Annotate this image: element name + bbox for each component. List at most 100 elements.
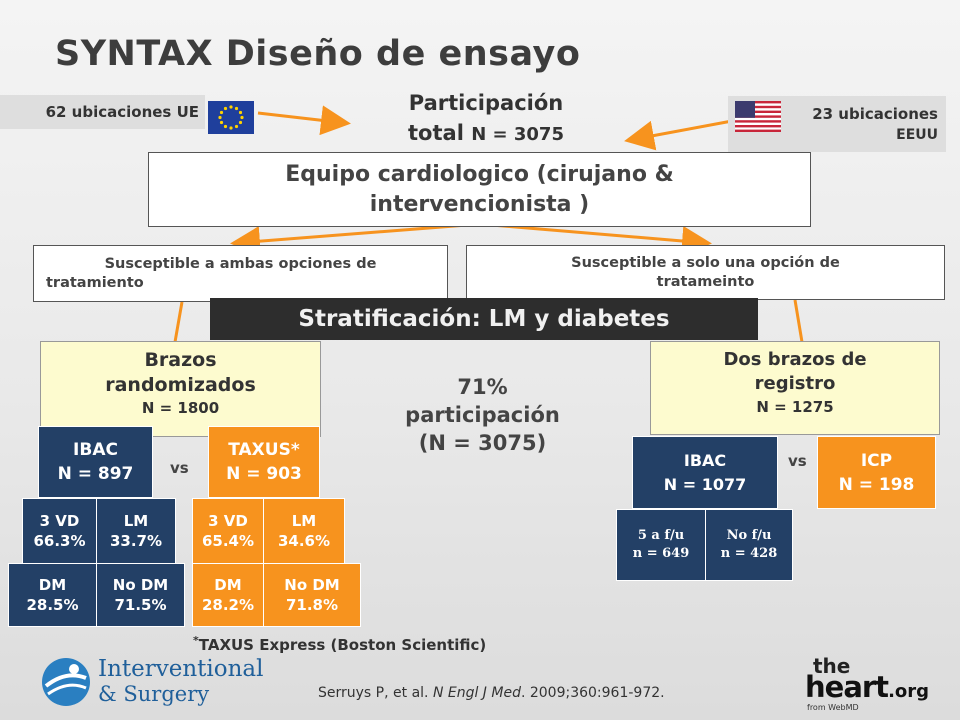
ibac-registry-box: IBAC N = 1077 xyxy=(632,436,778,509)
one-option-box: Susceptible a solo una opción de tratame… xyxy=(466,245,945,300)
us-arrow xyxy=(624,119,733,151)
us-sites-line2: EEUU xyxy=(896,127,938,143)
followup-none-label: No f/u xyxy=(726,528,772,543)
logo-from: from WebMD xyxy=(807,703,859,712)
taxus-nodm-box: No DM 71.8% xyxy=(263,563,361,627)
interventional-surgery-logo: Interventional & Surgery xyxy=(40,654,320,710)
ibac-nodm-pct: 71.5% xyxy=(114,596,167,614)
taxus-n: N = 903 xyxy=(226,464,302,484)
citation-authors: Serruys P, et al. xyxy=(318,685,433,701)
heart-team-box: Equipo cardiologico (cirujano & interven… xyxy=(148,152,811,227)
both-options-line2: tratamiento xyxy=(46,274,144,291)
participation-71-line2: participación xyxy=(405,403,560,427)
followup-5yr-box: 5 a f/u n = 649 xyxy=(616,509,706,581)
logo-heart-text: heart xyxy=(805,670,889,704)
participation-total: total xyxy=(408,121,464,145)
citation-details: . 2009;360:961-972. xyxy=(520,685,665,701)
page-title: SYNTAX Diseño de ensayo xyxy=(55,34,581,74)
taxus-dm-pct: 28.2% xyxy=(201,596,255,614)
us-flag-icon xyxy=(735,101,781,132)
taxus-3vd-box: 3 VD 65.4% xyxy=(192,498,264,564)
followup-none-n: n = 428 xyxy=(720,546,778,561)
registry-line2: registro xyxy=(754,373,836,394)
team-line2: intervencionista ) xyxy=(369,191,590,217)
participation-n: N = 3075 xyxy=(471,124,564,145)
taxus-lm-label: LM xyxy=(291,512,317,530)
left-branch-line xyxy=(173,301,184,343)
registry-arm-box: Dos brazos de registro N = 1275 xyxy=(650,341,940,435)
total-participation: Participación total N = 3075 xyxy=(372,88,600,150)
taxus-3vd-pct: 65.4% xyxy=(201,532,255,550)
one-option-line2: tratameinto xyxy=(656,273,755,290)
followup-5yr-label: 5 a f/u xyxy=(637,528,685,543)
followup-none-box: No f/u n = 428 xyxy=(705,509,793,581)
logo-line1: Interventional xyxy=(98,656,264,682)
eu-arrow xyxy=(257,105,351,136)
eu-sites-text: 62 ubicaciones UE xyxy=(45,103,199,121)
ibac-random-n: N = 897 xyxy=(57,464,134,484)
randomized-line2: randomizados xyxy=(105,374,256,396)
globe-swoosh-icon xyxy=(42,658,90,706)
footnote-mark: * xyxy=(193,634,199,647)
ibac-dm-label: DM xyxy=(38,576,67,594)
one-option-line1: Susceptible a solo una opción de xyxy=(571,254,840,271)
logo-the: the xyxy=(813,654,851,678)
us-sites-line1: 23 ubicaciones xyxy=(812,105,938,123)
participation-71: 71% participación (N = 3075) xyxy=(385,373,580,457)
registry-n: N = 1275 xyxy=(756,398,834,416)
taxus-name: TAXUS* xyxy=(228,440,300,460)
ibac-random-name: IBAC xyxy=(73,440,118,460)
ibac-lm-label: LM xyxy=(123,512,149,530)
ibac-lm-box: LM 33.7% xyxy=(96,498,176,564)
right-branch-line xyxy=(793,299,804,343)
icp-n: N = 198 xyxy=(838,474,915,495)
stratification-text: Stratificación: LM y diabetes xyxy=(298,306,670,332)
ibac-dm-box: DM 28.5% xyxy=(8,563,97,627)
taxus-3vd-label: 3 VD xyxy=(208,512,248,530)
ibac-3vd-label: 3 VD xyxy=(39,512,80,530)
ibac-dm-pct: 28.5% xyxy=(26,596,79,614)
footnote-text: TAXUS Express (Boston Scientific) xyxy=(198,636,487,654)
eu-flag-icon xyxy=(208,101,254,134)
ibac-lm-pct: 33.7% xyxy=(109,532,163,550)
taxus-lm-box: LM 34.6% xyxy=(263,498,345,564)
ibac-registry-name: IBAC xyxy=(683,450,727,470)
icp-name: ICP xyxy=(860,450,893,471)
participation-71-line3: (N = 3075) xyxy=(418,431,547,455)
us-sites-label: 23 ubicaciones EEUU xyxy=(728,96,946,152)
logo-org: .org xyxy=(888,681,930,702)
icp-box: ICP N = 198 xyxy=(817,436,936,509)
split-left-arrow xyxy=(230,222,481,257)
ibac-registry-n: N = 1077 xyxy=(663,474,747,494)
randomized-n: N = 1800 xyxy=(141,399,220,417)
followup-5yr-n: n = 649 xyxy=(632,546,690,561)
ibac-3vd-pct: 66.3% xyxy=(33,532,86,550)
citation-journal: N Engl J Med xyxy=(432,685,521,701)
split-right-arrow xyxy=(479,222,712,256)
registry-vs: vs xyxy=(788,452,807,470)
ibac-nodm-box: No DM 71.5% xyxy=(96,563,185,627)
logo-heart-word: heart.org xyxy=(805,670,929,704)
taxus-dm-label: DM xyxy=(214,576,242,594)
taxus-box: TAXUS* N = 903 xyxy=(208,426,320,498)
ibac-nodm-label: No DM xyxy=(112,576,169,594)
logo-line2: & Surgery xyxy=(98,682,210,706)
participation-line1: Participación xyxy=(408,91,564,115)
theheart-logo: the heart.org from WebMD xyxy=(805,654,950,714)
both-options-box: Susceptible a ambas opciones de tratamie… xyxy=(33,245,448,302)
stratification-banner: Stratificación: LM y diabetes xyxy=(210,298,758,340)
taxus-nodm-pct: 71.8% xyxy=(285,596,339,614)
taxus-dm-box: DM 28.2% xyxy=(192,563,264,627)
participation-71-line1: 71% xyxy=(457,375,508,399)
both-options-line1: Susceptible a ambas opciones de xyxy=(104,255,377,272)
participation-line2: total N = 3075 xyxy=(372,118,600,150)
footnote: *TAXUS Express (Boston Scientific) xyxy=(193,634,486,654)
taxus-nodm-label: No DM xyxy=(284,576,340,594)
randomized-line1: Brazos xyxy=(144,349,217,371)
registry-line1: Dos brazos de xyxy=(723,349,867,370)
randomized-vs: vs xyxy=(170,459,189,477)
eu-sites-label: 62 ubicaciones UE xyxy=(0,95,205,129)
randomized-arm-box: Brazos randomizados N = 1800 xyxy=(40,341,321,437)
ibac-3vd-box: 3 VD 66.3% xyxy=(22,498,97,564)
